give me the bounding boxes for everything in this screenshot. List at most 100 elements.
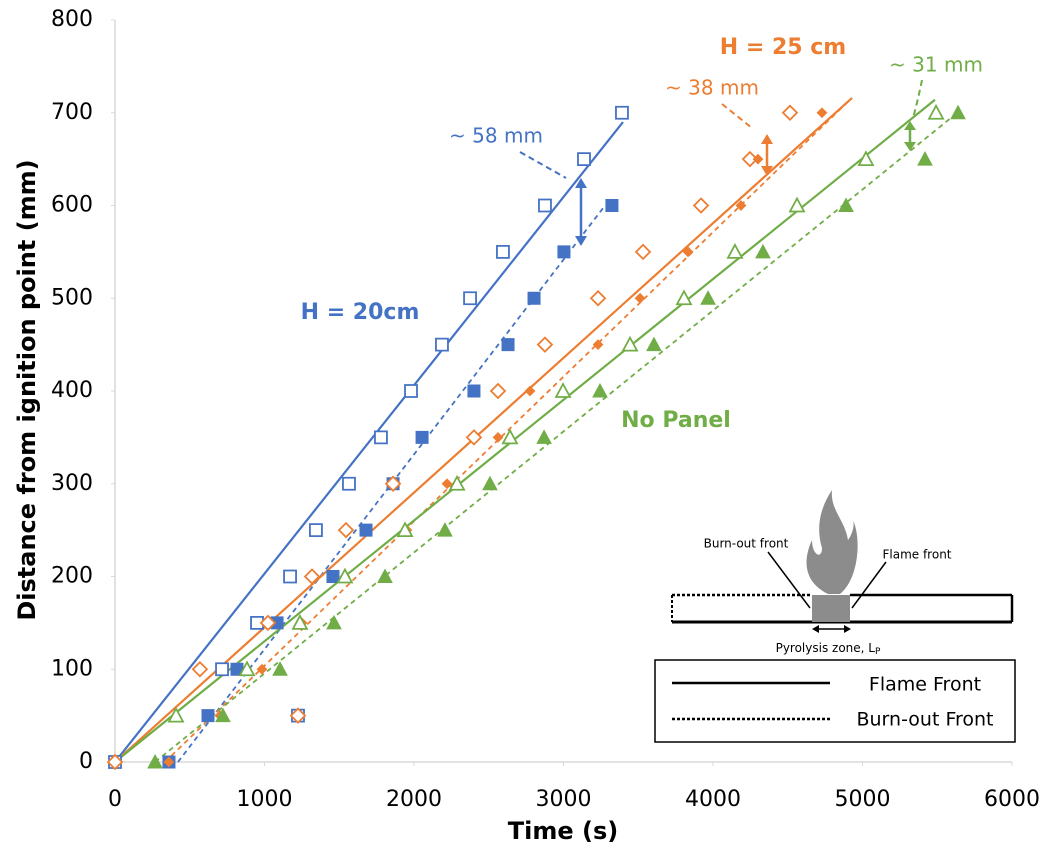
fit-line	[114, 121, 624, 763]
data-point	[396, 521, 414, 538]
fit-line	[154, 113, 956, 763]
pointer	[851, 561, 887, 609]
data-point	[256, 663, 268, 675]
data-point	[577, 152, 591, 167]
inset-label: Pyrolysis zone, L	[776, 641, 876, 655]
annotation: ~ 58 mm	[449, 124, 543, 148]
data-point	[634, 243, 652, 261]
data-point	[289, 707, 307, 724]
data-point	[592, 339, 604, 351]
data-point	[448, 474, 466, 491]
data-point	[589, 289, 607, 307]
x-tick-label: 0	[108, 787, 122, 812]
data-point	[524, 385, 536, 397]
data-point	[283, 569, 297, 584]
data-point	[489, 382, 507, 400]
data-point	[404, 384, 418, 398]
y-tick-label: 0	[79, 749, 93, 774]
data-point	[441, 478, 453, 490]
fit-line	[114, 97, 853, 763]
data-point	[781, 104, 799, 122]
data-point	[557, 245, 571, 259]
arrow-head	[761, 134, 773, 176]
data-point	[538, 198, 552, 213]
leader	[519, 151, 567, 179]
inset-subscript: P	[875, 647, 881, 657]
data-point	[838, 197, 854, 212]
legend-label: Flame Front	[869, 674, 981, 696]
y-tick-label: 100	[51, 656, 93, 681]
data-point	[735, 200, 747, 211]
data-point	[675, 289, 693, 306]
leader	[912, 79, 923, 119]
annotation: No Panel	[621, 408, 731, 433]
data-point	[726, 242, 744, 259]
pyrolysis-zone	[812, 595, 850, 622]
y-tick-label: 600	[51, 193, 93, 218]
data-point	[384, 475, 402, 493]
data-point	[536, 336, 554, 353]
data-point	[752, 153, 764, 165]
data-point	[359, 523, 373, 537]
data-point	[463, 291, 477, 306]
data-point	[496, 244, 510, 259]
data-point	[342, 476, 356, 491]
data-point	[167, 706, 185, 723]
data-point	[465, 429, 483, 446]
y-tick-label: 500	[51, 285, 93, 310]
y-tick-label: 200	[51, 564, 93, 589]
data-point	[309, 523, 323, 538]
data-point	[437, 522, 453, 537]
data-point	[467, 384, 481, 398]
inset-label: Flame front	[882, 548, 951, 562]
pointer	[767, 551, 811, 609]
x-tick-label: 5000	[835, 787, 891, 812]
data-point	[201, 709, 215, 723]
fit-line	[164, 99, 851, 763]
annotation: H = 20cm	[301, 300, 420, 325]
data-point	[950, 104, 966, 120]
data-point	[215, 707, 231, 723]
legend-label: Burn-out Front	[856, 709, 993, 731]
inset-label: Burn-out front	[704, 537, 789, 551]
data-point	[536, 429, 552, 444]
data-point	[755, 243, 771, 259]
data-point	[147, 753, 163, 769]
data-point	[501, 338, 515, 352]
x-tick-label: 3000	[536, 787, 592, 812]
data-point	[788, 196, 806, 213]
leader	[721, 103, 753, 129]
legend-box	[654, 659, 1016, 743]
data-point	[482, 475, 498, 491]
data-point	[615, 105, 629, 120]
data-point	[415, 430, 429, 444]
data-point	[816, 107, 828, 119]
data-point	[621, 335, 639, 352]
data-point	[634, 292, 646, 304]
annotation: ~ 38 mm	[665, 76, 759, 100]
inset: Burn-out front Flame front Pyrolysis zon…	[654, 490, 1016, 743]
x-tick-label: 1000	[237, 787, 293, 812]
data-point	[682, 246, 694, 258]
y-tick-label: 800	[51, 7, 93, 32]
y-tick-label: 400	[51, 378, 93, 403]
data-point	[191, 660, 209, 678]
annotation: ~ 31 mm	[889, 53, 983, 77]
data-point	[377, 568, 393, 583]
data-point	[492, 431, 504, 443]
data-point	[374, 430, 388, 445]
y-axis-label: Distance from ignition point (mm)	[13, 159, 41, 620]
data-point	[106, 753, 124, 771]
data-point	[337, 521, 355, 539]
arrow-head	[904, 121, 916, 151]
data-point	[927, 103, 945, 120]
x-tick-label: 4000	[685, 787, 741, 812]
annotation: H = 25 cm	[720, 35, 846, 60]
data-point	[554, 382, 572, 398]
data-point	[527, 291, 541, 305]
data-point	[326, 614, 342, 630]
data-point	[163, 756, 175, 768]
data-point	[259, 614, 277, 632]
flame-icon	[806, 490, 858, 594]
data-point	[700, 290, 716, 305]
